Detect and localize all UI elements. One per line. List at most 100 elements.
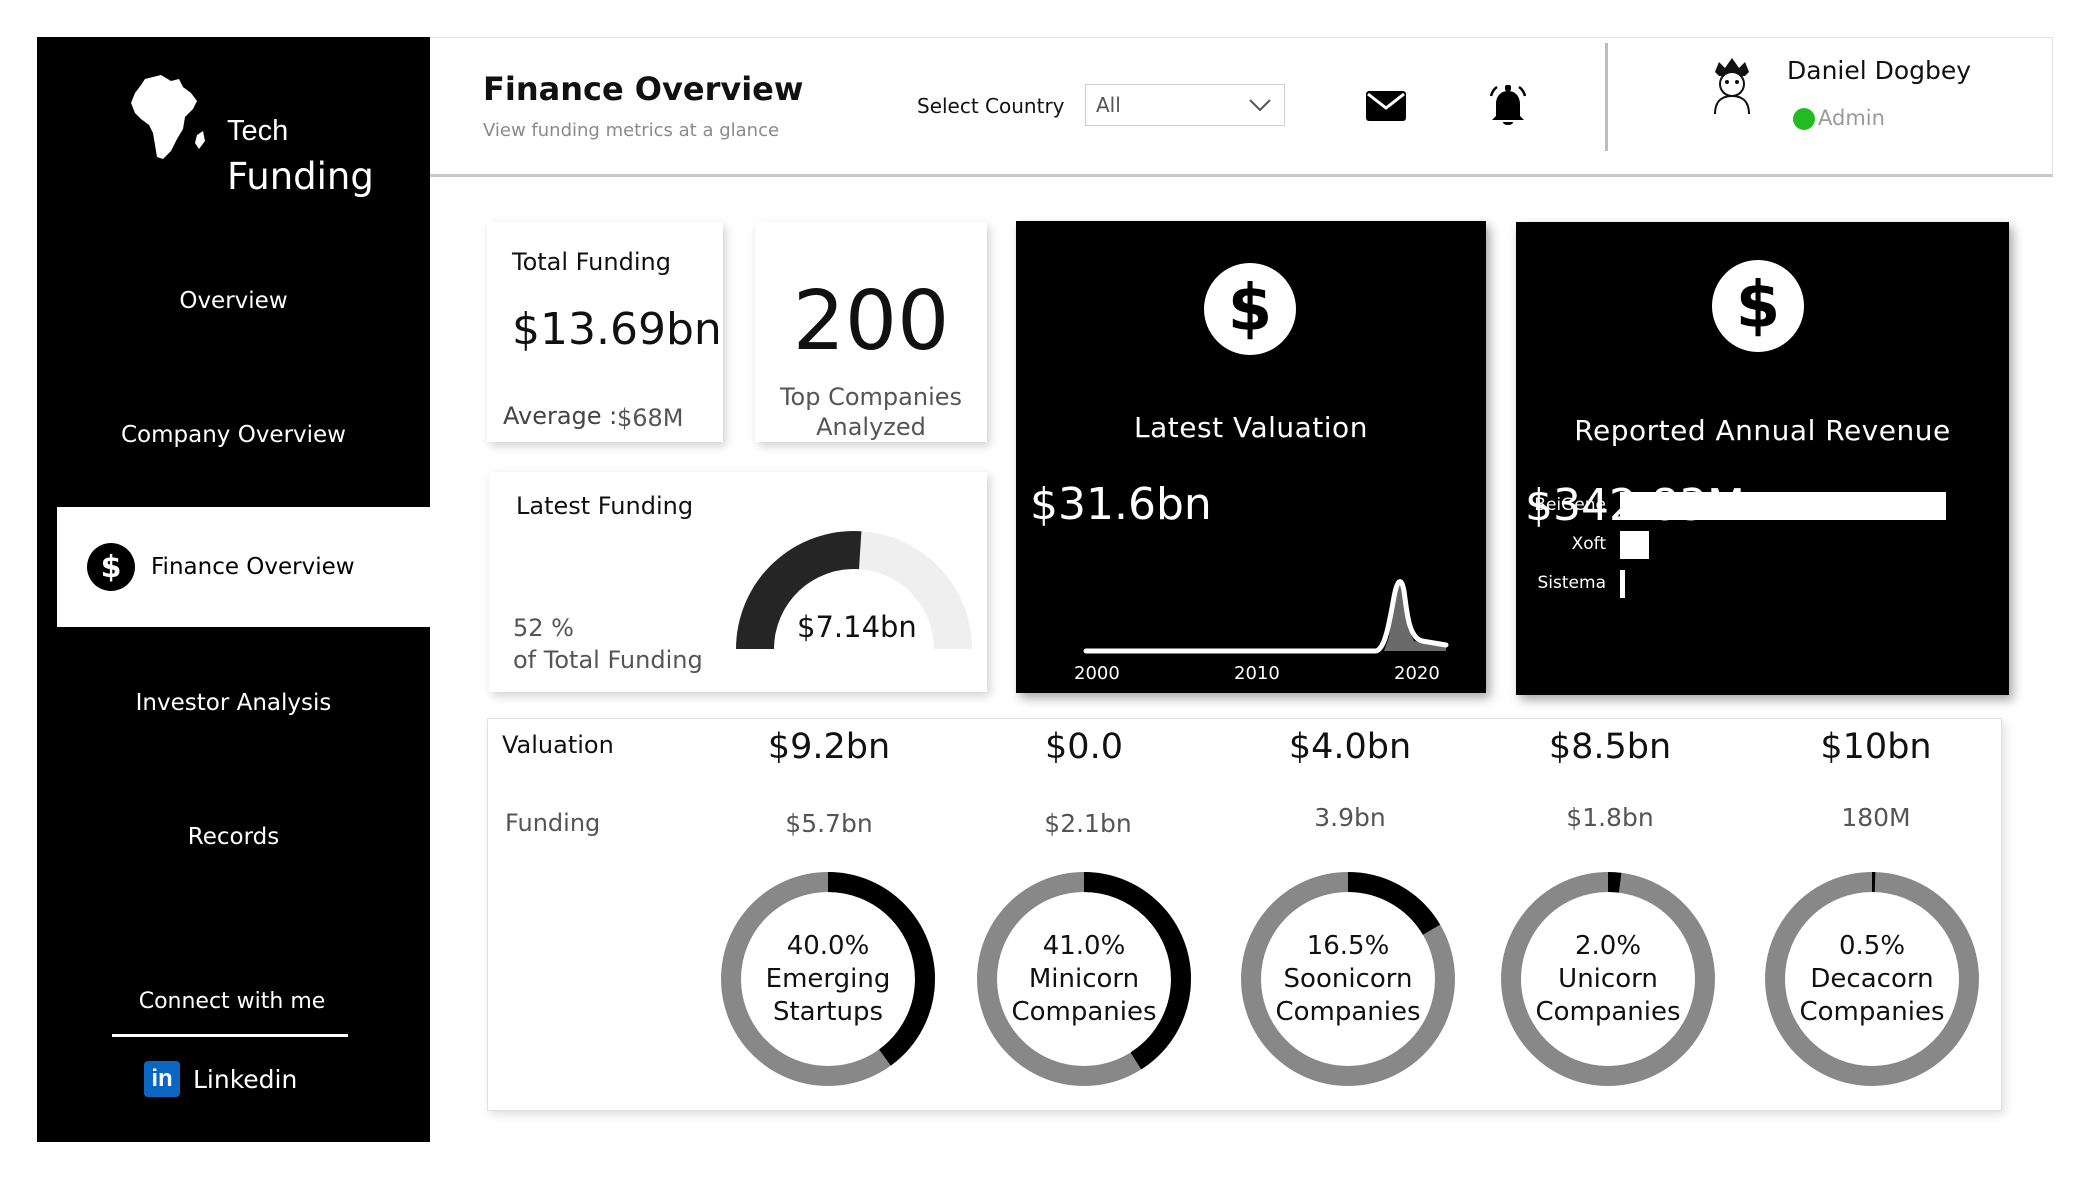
mail-icon[interactable] xyxy=(1365,90,1407,122)
donut-slice xyxy=(721,872,935,1086)
total-funding-label: Total Funding xyxy=(512,248,671,276)
connect-divider xyxy=(112,1034,348,1037)
donut-label: 16.5% Soonicorn Companies xyxy=(1238,869,1458,1089)
valuation-area-fill xyxy=(1334,581,1446,651)
bar-category-label: Sistema xyxy=(1537,573,1606,593)
app-logo[interactable]: Tech Funding xyxy=(127,73,387,198)
donut-slice xyxy=(1501,872,1715,1086)
donut-label-line1: Emerging xyxy=(765,963,891,994)
country-select-label: Select Country xyxy=(917,94,1065,118)
nav-item-investor-analysis[interactable]: Investor Analysis xyxy=(135,690,332,716)
donut-label-line2: Companies xyxy=(1275,996,1421,1027)
top-companies-label: Top Companies Analyzed xyxy=(755,382,987,442)
average-label: Average : xyxy=(503,402,618,430)
latest-funding-percent: 52 % xyxy=(513,614,574,642)
donut-label-pct: 2.0% xyxy=(1574,930,1642,961)
gauge-value-arc xyxy=(736,531,862,649)
donut-label-pct: 40.0% xyxy=(786,930,870,961)
nav-item-finance-overview[interactable]: $ Finance Overview xyxy=(57,507,430,627)
linkedin-link[interactable]: in Linkedin xyxy=(144,1061,297,1097)
linkedin-icon: in xyxy=(144,1061,180,1097)
revenue-bar xyxy=(1620,492,1946,520)
dollar-icon: $ xyxy=(87,543,135,591)
donut-label-pct: 16.5% xyxy=(1306,930,1390,961)
donut-label-line2: Companies xyxy=(1535,996,1681,1027)
annual-revenue-title: Reported Annual Revenue xyxy=(1574,414,1951,447)
donut-label-line1: Unicorn xyxy=(1558,963,1658,994)
group-funding: 3.9bn xyxy=(1314,803,1386,832)
online-status-icon xyxy=(1793,108,1815,130)
africa-icon xyxy=(131,75,205,159)
group-valuation: $9.2bn xyxy=(767,727,891,767)
group-valuation: $8.5bn xyxy=(1548,727,1672,767)
group-valuation: $10bn xyxy=(1820,727,1932,767)
latest-valuation-card: $ Latest Valuation $31.6bn 2000 2010 202… xyxy=(1016,221,1486,693)
country-select[interactable]: All xyxy=(1085,84,1285,126)
group-funding: $1.8bn xyxy=(1566,803,1654,832)
donut-label-line1: Decacorn xyxy=(1810,963,1934,994)
latest-funding-gauge xyxy=(736,531,972,649)
total-funding-value: $13.69bn xyxy=(512,304,722,355)
bar-category-label: Xoft xyxy=(1571,534,1606,554)
donut-label-pct: 0.5% xyxy=(1838,930,1906,961)
group-donut-chart: 2.0% Unicorn Companies xyxy=(1498,869,1718,1089)
average-value: $68M xyxy=(617,404,684,432)
donut-label-line2: Companies xyxy=(1011,996,1157,1027)
valuation-area-chart: 2000 2010 2020 xyxy=(1074,579,1449,684)
connect-label: Connect with me xyxy=(138,989,326,1014)
top-companies-card: 200 Top Companies Analyzed xyxy=(755,222,987,442)
group-valuation: $0.0 xyxy=(1045,727,1123,767)
donut-label-line1: Minicorn xyxy=(1028,963,1140,994)
dollar-icon: $ xyxy=(1712,260,1804,352)
donut-label: 40.0% Emerging Startups xyxy=(718,869,938,1089)
page-subtitle: View funding metrics at a glance xyxy=(483,120,780,141)
donut-label: 2.0% Unicorn Companies xyxy=(1498,869,1718,1089)
latest-funding-of-total: of Total Funding xyxy=(513,646,703,674)
valuation-row-label: Valuation xyxy=(502,731,614,759)
header: Finance Overview View funding metrics at… xyxy=(430,37,2053,177)
donut-label-line1: Soonicorn xyxy=(1283,963,1413,994)
bell-icon[interactable] xyxy=(1488,84,1528,128)
latest-valuation-title: Latest Valuation xyxy=(1134,411,1368,444)
donut-label-line2: Startups xyxy=(772,996,884,1027)
group-donut-chart: 16.5% Soonicorn Companies xyxy=(1238,869,1458,1089)
valuation-series-line xyxy=(1083,579,1449,654)
annual-revenue-card: $ Reported Annual Revenue $342.83M BeiGe… xyxy=(1516,222,2009,695)
total-funding-card: Total Funding $13.69bn Average : $68M xyxy=(487,222,723,442)
group-donut-chart: 41.0% Minicorn Companies xyxy=(974,869,1194,1089)
x-tick-label: 2000 xyxy=(1074,663,1120,684)
top-companies-count: 200 xyxy=(792,274,950,369)
page-title: Finance Overview xyxy=(483,70,804,108)
header-divider xyxy=(1605,43,1608,151)
group-funding: 180M xyxy=(1841,803,1911,832)
group-funding: $5.7bn xyxy=(785,809,873,838)
latest-funding-label: Latest Funding xyxy=(516,492,694,520)
donut-label: 41.0% Minicorn Companies xyxy=(974,869,1194,1089)
revenue-bar xyxy=(1620,531,1650,559)
donut-slice xyxy=(1241,872,1455,1086)
latest-funding-value: $7.14bn xyxy=(797,610,917,644)
nav-item-overview[interactable]: Overview xyxy=(179,288,288,314)
logo-text-tech: Tech xyxy=(227,115,289,147)
group-donut-chart: 0.5% Decacorn Companies xyxy=(1762,869,1982,1089)
country-select-value: All xyxy=(1096,93,1121,117)
avatar[interactable] xyxy=(1707,56,1757,116)
group-valuation: $4.0bn xyxy=(1288,727,1412,767)
user-name: Daniel Dogbey xyxy=(1787,56,1972,85)
logo-text-funding: Funding xyxy=(227,155,374,198)
gauge-remaining-arc xyxy=(859,531,972,649)
donut-slice xyxy=(1765,872,1979,1086)
bar-category-label: BeiGene xyxy=(1534,495,1606,515)
x-tick-label: 2020 xyxy=(1394,663,1440,684)
company-breakdown-panel: Valuation Funding $9.2bn $5.7bn 40.0% Emerg… xyxy=(487,718,2002,1111)
top-companies-label-line1: Top Companies xyxy=(779,383,963,411)
donut-slice xyxy=(977,872,1191,1086)
dollar-icon: $ xyxy=(1204,263,1296,355)
group-donut-chart: 40.0% Emerging Startups xyxy=(718,869,938,1089)
funding-row-label: Funding xyxy=(505,809,601,837)
nav-item-records[interactable]: Records xyxy=(187,824,280,850)
donut-label-line2: Companies xyxy=(1799,996,1945,1027)
latest-funding-card: Latest Funding 52 % of Total Funding $7.… xyxy=(489,472,987,692)
nav-item-company-overview[interactable]: Company Overview xyxy=(120,422,346,448)
group-funding: $2.1bn xyxy=(1044,809,1132,838)
